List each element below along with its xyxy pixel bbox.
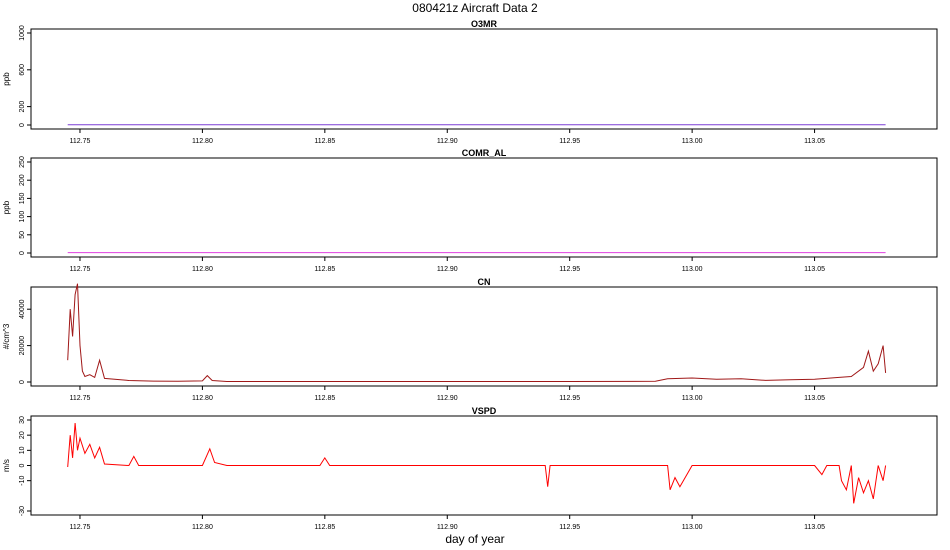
x-tick-label: 113.00 [682,138,703,145]
y-tick-label: 0 [19,251,26,255]
y-tick-label: 40000 [19,299,26,319]
y-tick-label: -10 [19,476,26,486]
x-tick-label: 113.05 [804,395,825,402]
y-axis-label: m/s [2,459,11,472]
y-axis-label: ppb [2,72,11,86]
y-axis-label: #/cm^3 [2,323,11,349]
plot-frame [30,28,938,130]
x-tick-label: 113.05 [804,138,825,145]
series-line [67,422,887,504]
y-tick-label: 10 [19,446,26,454]
panel-title: VSPD [472,406,497,416]
x-tick-label: 112.80 [192,266,213,273]
panel-3: CN #/cm^3 0 20000 40000 112.75 112.80 112.85 112… [2,277,938,402]
y-tick-label: 200 [19,174,26,186]
y-tick-label: 0 [19,380,26,384]
y-tick-label: 30 [19,416,26,424]
x-tick-label: 112.75 [70,524,91,531]
x-tick-label: 112.85 [314,138,335,145]
x-tick-label: 112.75 [70,138,91,145]
x-tick-label: 112.85 [314,524,335,531]
y-tick-label: 50 [19,231,26,239]
x-tick-label: 112.85 [314,395,335,402]
y-tick-label: 0 [19,123,26,127]
y-tick-label: 1000 [19,25,26,41]
x-tick-label: 113.00 [682,266,703,273]
x-tick-label: 112.90 [437,395,458,402]
x-tick-label: 113.00 [682,395,703,402]
x-tick-label: 112.85 [314,266,335,273]
panel-title: CN [478,277,491,287]
x-tick-label: 112.80 [192,395,213,402]
y-axis-label: ppb [2,200,11,214]
y-tick-label: -30 [19,506,26,516]
x-tick-label: 112.75 [70,395,91,402]
figure-title: 080421z Aircraft Data 2 [412,1,538,15]
y-tick-label: 200 [19,101,26,113]
panel-title: COMR_AL [462,148,507,158]
y-tick-label: 250 [19,156,26,168]
x-tick-label: 112.80 [192,524,213,531]
x-tick-label: 112.90 [437,524,458,531]
x-axis-label: day of year [445,532,504,546]
y-tick-label: 150 [19,192,26,204]
panel-1: O3MR ppb 0 200 600 1000 112.75 112.80 112.85 112.… [2,19,938,145]
x-tick-label: 112.80 [192,138,213,145]
plot-frame [30,157,938,258]
plot-frame [30,286,938,387]
x-tick-label: 112.75 [70,266,91,273]
y-tick-label: 600 [19,64,26,76]
x-tick-label: 112.90 [437,138,458,145]
panel-title: O3MR [471,19,498,29]
y-tick-label: 20 [19,431,26,439]
x-tick-label: 113.05 [804,266,825,273]
x-tick-label: 113.00 [682,524,703,531]
y-tick-label: 20000 [19,336,26,356]
panel-4: VSPD m/s -30 -10 0 10 20 30 112.75 112.80 112.85 11… [2,406,938,531]
x-tick-label: 112.95 [559,138,580,145]
x-tick-label: 112.95 [559,266,580,273]
y-tick-label: 100 [19,211,26,223]
series-line [67,283,887,382]
y-tick-label: 0 [19,463,26,467]
x-tick-label: 112.90 [437,266,458,273]
x-tick-label: 112.95 [559,524,580,531]
x-tick-label: 112.95 [559,395,580,402]
x-tick-label: 113.05 [804,524,825,531]
